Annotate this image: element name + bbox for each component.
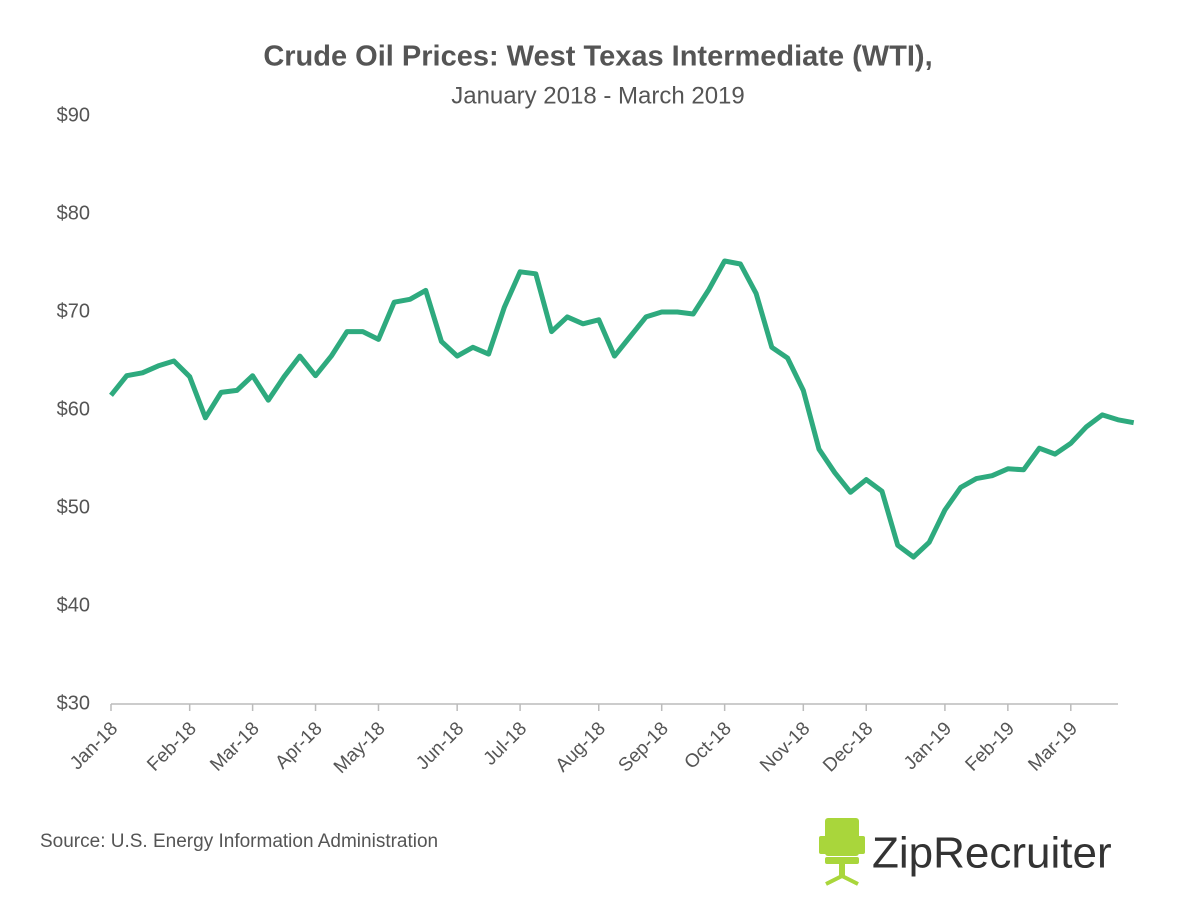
- y-tick-label: $70: [57, 300, 90, 322]
- x-tick-label: Dec-18: [819, 718, 877, 776]
- chart-subtitle: January 2018 - March 2019: [451, 82, 745, 109]
- x-tick-label: Jan-18: [66, 718, 122, 774]
- y-tick-label: $60: [57, 398, 90, 420]
- x-tick-label: Jan-19: [900, 718, 956, 774]
- brand-logo-icon: [819, 818, 865, 886]
- chart-title: Crude Oil Prices: West Texas Intermediat…: [263, 41, 932, 73]
- x-tick-label: Apr-18: [271, 718, 326, 773]
- x-tick-label: Feb-19: [962, 718, 1019, 775]
- x-tick-label: May-18: [330, 718, 390, 778]
- x-tick-label: Sep-18: [615, 718, 673, 776]
- x-tick-label: Mar-18: [206, 718, 263, 775]
- y-tick-label: $50: [57, 496, 90, 518]
- x-tick-label: Nov-18: [756, 718, 814, 776]
- x-tick-label: Oct-18: [681, 718, 736, 773]
- x-tick-label: Feb-18: [143, 718, 200, 775]
- y-tick-label: $80: [57, 202, 90, 224]
- x-tick-label: Aug-18: [552, 718, 610, 776]
- x-tick-label: Jul-18: [480, 718, 531, 769]
- y-tick-label: $30: [57, 692, 90, 714]
- y-tick-label: $90: [57, 104, 90, 126]
- line-series: [109, 258, 1135, 560]
- source-note: Source: U.S. Energy Information Administ…: [40, 831, 438, 852]
- x-tick-label: Mar-19: [1024, 718, 1081, 775]
- brand-name: ZipRecruiter: [872, 829, 1112, 878]
- x-tick-label: Jun-18: [412, 718, 468, 774]
- y-tick-label: $40: [57, 594, 90, 616]
